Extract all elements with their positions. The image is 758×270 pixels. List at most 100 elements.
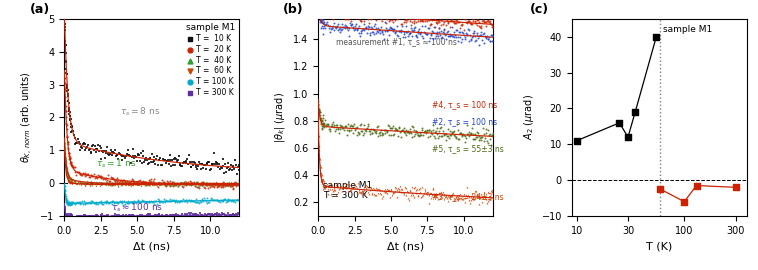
Point xyxy=(434,16,446,21)
Point xyxy=(143,183,155,187)
Point xyxy=(316,3,328,7)
Point xyxy=(65,180,77,184)
Point xyxy=(72,200,84,205)
Point xyxy=(110,181,122,185)
Point xyxy=(172,182,184,186)
Point xyxy=(443,129,456,133)
Point xyxy=(78,213,90,217)
Point xyxy=(316,118,328,122)
Point xyxy=(83,174,96,179)
Point xyxy=(215,185,227,189)
Point xyxy=(324,30,337,35)
Point xyxy=(435,190,447,194)
Point xyxy=(144,179,156,183)
Point xyxy=(179,160,191,164)
Point xyxy=(221,199,233,203)
Point xyxy=(322,187,334,191)
Point xyxy=(97,182,109,186)
Point xyxy=(478,190,490,194)
Point xyxy=(468,19,481,23)
Point xyxy=(179,181,191,185)
Point xyxy=(61,176,74,180)
Point xyxy=(384,187,396,191)
Point xyxy=(233,182,245,186)
Point xyxy=(109,180,121,184)
X-axis label: T (K): T (K) xyxy=(646,241,672,251)
Point xyxy=(77,202,89,206)
Point xyxy=(83,214,96,218)
Point xyxy=(377,31,390,36)
Point xyxy=(127,178,139,182)
Point xyxy=(174,198,186,203)
Point xyxy=(146,214,158,218)
Point xyxy=(183,198,195,202)
Point xyxy=(118,181,130,185)
Point xyxy=(62,171,74,175)
Point xyxy=(61,172,73,177)
Point xyxy=(201,182,213,186)
Point xyxy=(148,214,160,218)
Point xyxy=(68,181,80,186)
Point xyxy=(421,32,433,36)
Point xyxy=(91,147,103,151)
Point xyxy=(345,127,357,132)
Point xyxy=(206,182,218,186)
Point xyxy=(370,18,382,22)
Point xyxy=(80,183,92,187)
Point xyxy=(407,125,419,130)
Point xyxy=(220,183,232,187)
Point xyxy=(137,149,149,153)
Point xyxy=(374,11,386,16)
Point xyxy=(341,133,353,138)
Point xyxy=(330,11,343,15)
Point xyxy=(383,188,395,193)
Point xyxy=(467,137,479,141)
Point xyxy=(96,175,108,179)
Point xyxy=(339,17,351,21)
Point xyxy=(370,129,382,133)
Point xyxy=(149,198,161,203)
Point xyxy=(127,147,139,151)
Point xyxy=(184,182,196,186)
Point xyxy=(315,117,327,122)
Point xyxy=(149,183,161,187)
Point xyxy=(139,180,152,184)
Point xyxy=(334,30,346,34)
Point xyxy=(72,170,84,174)
Point xyxy=(327,12,340,16)
Point xyxy=(167,182,179,186)
Point xyxy=(175,180,187,184)
Point xyxy=(378,190,390,194)
Point xyxy=(205,181,217,185)
Point xyxy=(223,198,235,202)
Point xyxy=(371,9,383,14)
Point xyxy=(114,199,126,203)
Point xyxy=(449,136,462,140)
Point xyxy=(87,200,99,205)
Point xyxy=(64,110,77,114)
Point xyxy=(352,13,364,17)
Point xyxy=(375,192,387,197)
Point xyxy=(425,22,437,26)
Point xyxy=(465,131,478,135)
Point xyxy=(314,163,326,168)
Point xyxy=(171,182,183,186)
Point xyxy=(133,153,146,157)
Point xyxy=(61,200,73,204)
Point xyxy=(201,181,213,185)
Point xyxy=(408,21,420,25)
Point xyxy=(407,193,419,197)
Point xyxy=(486,190,498,194)
Point xyxy=(318,16,330,20)
Point xyxy=(106,199,118,203)
Point xyxy=(63,201,75,205)
Point xyxy=(130,183,143,188)
Point xyxy=(92,202,104,207)
Point xyxy=(183,212,196,217)
Point xyxy=(123,180,135,184)
Point xyxy=(398,30,410,34)
Point xyxy=(178,181,190,185)
Point xyxy=(230,172,243,176)
Point xyxy=(61,203,74,207)
Point xyxy=(409,16,421,20)
